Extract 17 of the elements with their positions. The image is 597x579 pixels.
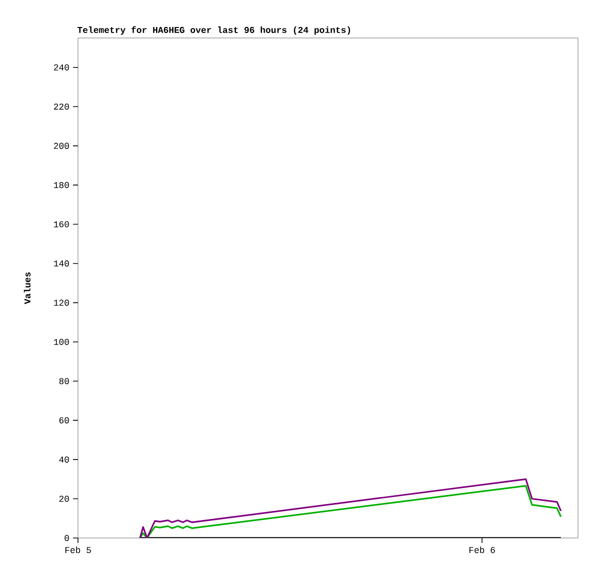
- y-tick-label: 100: [54, 338, 69, 345]
- y-tick-label: 240: [54, 64, 69, 70]
- y-tick-label: 160: [54, 221, 69, 228]
- y-tick-label: 20: [59, 496, 69, 502]
- y-tick-label: 140: [54, 260, 69, 267]
- y-tick-label: 80: [59, 378, 69, 384]
- y-tick-label: 60: [59, 417, 69, 424]
- y-tick-label: 220: [54, 104, 69, 110]
- y-tick-label: 180: [54, 182, 69, 188]
- y-axis-title: Values: [24, 272, 30, 304]
- y-tick-label: 200: [54, 142, 69, 149]
- y-tick-label: 120: [54, 300, 69, 306]
- chart-title: Telemetry for HA6HEG over last 96 hours (24 points): [77, 26, 350, 35]
- x-tick-label: Feb 6: [469, 546, 495, 554]
- y-tick-label: 40: [59, 456, 69, 463]
- x-tick-label: Feb 5: [65, 546, 91, 554]
- y-tick-label: 0: [64, 534, 69, 542]
